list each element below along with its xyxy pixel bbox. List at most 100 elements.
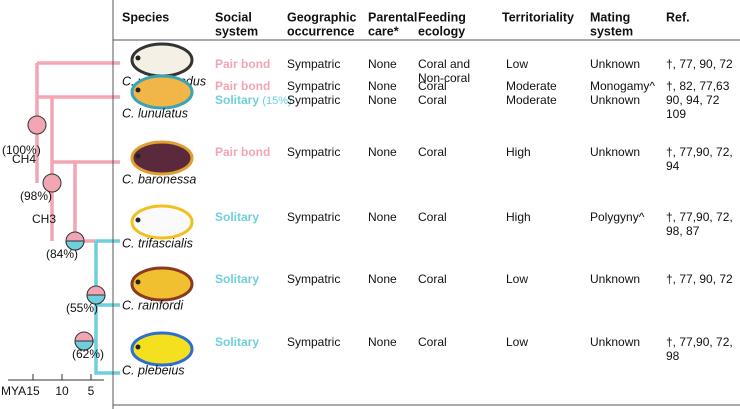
cell-feeding: Coral <box>418 210 447 224</box>
fish-image <box>130 140 194 176</box>
column-header: system <box>215 24 258 38</box>
social-label: Pair bond <box>215 79 270 93</box>
axis-tick-label: 15 <box>26 384 40 398</box>
cell-feeding: Coral <box>418 335 447 349</box>
social-system: Solitary <box>215 335 259 349</box>
cell-mating: Monogamy^ <box>590 79 655 93</box>
species-name: C. plebeius <box>122 363 185 377</box>
cell-ref: †, 77, 90, 72 <box>666 57 733 71</box>
node-support: (55%) <box>66 301 98 315</box>
cell-parental: None <box>368 145 397 159</box>
cell-territoriality: Low <box>506 272 528 286</box>
cell-parental: None <box>368 79 397 93</box>
species-name: C. rainfordi <box>122 298 184 312</box>
column-header: Social <box>215 10 252 24</box>
cell-parental: None <box>368 57 397 71</box>
clade-label: CH3 <box>32 212 56 226</box>
cell-ref: 98 <box>666 349 680 363</box>
cell-geographic: Sympatric <box>287 272 340 286</box>
fish-eye <box>135 344 141 350</box>
cell-mating: Unknown <box>590 272 640 286</box>
social-note: (15%) <box>262 95 291 107</box>
cell-territoriality: High <box>506 145 531 159</box>
cell-parental: None <box>368 335 397 349</box>
cell-ref: 94 <box>666 159 680 173</box>
fish-eye <box>135 279 141 285</box>
cell-mating: Unknown <box>590 57 640 71</box>
column-header: Territoriality <box>502 10 574 24</box>
column-header: Ref. <box>666 10 690 24</box>
cell-feeding: Non-coral <box>418 71 470 85</box>
social-label: Solitary <box>215 272 259 286</box>
node-support: (62%) <box>72 347 104 361</box>
cell-geographic: Sympatric <box>287 145 340 159</box>
cell-geographic: Sympatric <box>287 57 340 71</box>
cell-territoriality: Low <box>506 57 528 71</box>
fish-eye <box>135 87 141 93</box>
cell-feeding: Coral <box>418 93 447 107</box>
species-name: C. baronessa <box>122 172 196 186</box>
cell-ref: †, 77,90, 72, <box>666 210 733 224</box>
cell-feeding: Coral <box>418 272 447 286</box>
cell-ref: †, 77,90, 72, <box>666 335 733 349</box>
fish-image <box>130 331 194 367</box>
node-support: (98%) <box>20 189 52 203</box>
fish-image <box>130 74 194 110</box>
fish-eye <box>135 153 141 159</box>
node-pie <box>42 173 62 193</box>
social-system: Pair bond <box>215 145 270 159</box>
clade-label: CH4 <box>12 152 36 166</box>
species-name: C. trifascialis <box>122 236 193 250</box>
social-system: Pair bond <box>215 57 270 71</box>
cell-geographic: Sympatric <box>287 335 340 349</box>
cell-ref: 109 <box>666 107 686 121</box>
node-pie <box>27 115 47 135</box>
column-header: Parental <box>368 10 417 24</box>
fish-image <box>130 266 194 302</box>
cell-territoriality: Moderate <box>506 79 557 93</box>
node-pie-slice <box>74 340 94 351</box>
cell-ref: †, 82, 77,63 <box>666 79 730 93</box>
cell-mating: Unknown <box>590 335 640 349</box>
fish-image <box>130 204 194 240</box>
tree-branches <box>35 61 120 375</box>
column-header: system <box>590 24 633 38</box>
social-label: Solitary <box>215 210 259 224</box>
node-support: (84%) <box>46 247 78 261</box>
cell-feeding: Coral <box>418 79 447 93</box>
fish-eye <box>135 55 141 61</box>
social-label: Pair bond <box>215 57 270 71</box>
species-name: C. lunulatus <box>122 106 188 120</box>
social-label: Pair bond <box>215 145 270 159</box>
node-pie-slice <box>86 294 106 305</box>
cell-territoriality: Low <box>506 335 528 349</box>
cell-feeding: Coral and <box>418 57 470 71</box>
column-header: Feeding <box>418 10 466 24</box>
cell-mating: Unknown <box>590 93 640 107</box>
cell-territoriality: Moderate <box>506 93 557 107</box>
column-header: ecology <box>418 24 465 38</box>
cell-ref: †, 77, 90, 72 <box>666 272 733 286</box>
cell-mating: Polygyny^ <box>590 210 645 224</box>
cell-geographic: Sympatric <box>287 93 340 107</box>
column-header: occurrence <box>287 24 354 38</box>
cell-parental: None <box>368 210 397 224</box>
cell-parental: None <box>368 272 397 286</box>
cell-ref: †, 77,90, 72, <box>666 145 733 159</box>
cell-mating: Unknown <box>590 145 640 159</box>
social-system: Solitary (15%) <box>215 93 292 107</box>
cell-ref: 90, 94, 72 <box>666 93 720 107</box>
axis-tick-label: 10 <box>55 384 69 398</box>
cell-ref: 98, 87 <box>666 224 700 238</box>
cell-geographic: Sympatric <box>287 210 340 224</box>
fish-eye <box>135 217 141 223</box>
cell-parental: None <box>368 93 397 107</box>
node-pie-slice <box>65 240 85 251</box>
social-label: Solitary <box>215 93 259 107</box>
social-system: Solitary <box>215 272 259 286</box>
axis-tick-label: 5 <box>88 384 95 398</box>
node-support: (100%) <box>2 143 41 157</box>
column-header: Species <box>122 10 169 24</box>
cell-feeding: Coral <box>418 145 447 159</box>
